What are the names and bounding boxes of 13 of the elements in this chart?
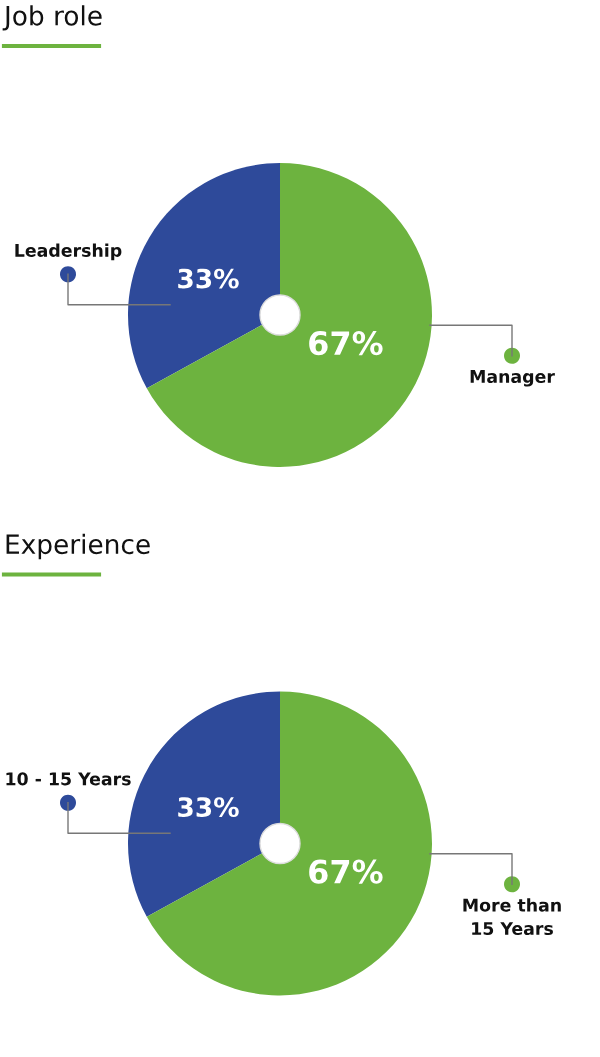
slice-label: 10 - 15 Years [6,772,131,786]
pie-slice [146,691,432,996]
legend-label: Manager [470,370,555,387]
chart-title: Experience [6,533,150,560]
chart-title: Job role [2,5,102,31]
legend-label: More than 15 Years [463,898,561,936]
data-label: 33% [178,797,239,818]
data-label: 67% [309,331,383,356]
data-label: 67% [309,859,383,884]
pie-slice [128,163,280,389]
pie-slice [146,163,432,467]
slice-label: Leadership [15,243,122,261]
data-label: 33% [178,268,239,289]
